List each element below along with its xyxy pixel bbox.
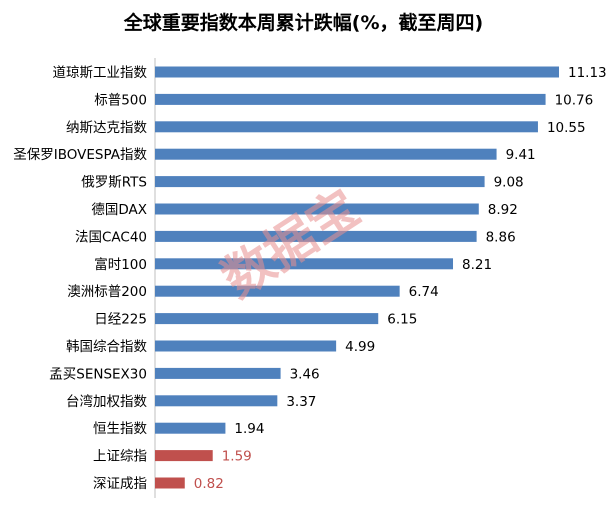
bar	[155, 450, 213, 462]
category-label: 纳斯达克指数	[66, 120, 147, 136]
category-label: 上证综指	[93, 449, 147, 465]
bar	[155, 230, 477, 242]
value-label: 6.15	[387, 312, 417, 328]
bar	[155, 367, 281, 379]
value-label: 0.82	[194, 476, 224, 492]
bar	[155, 477, 185, 489]
value-label: 9.08	[494, 175, 524, 191]
category-label: 韩国综合指数	[66, 339, 147, 355]
category-label: 富时100	[94, 256, 147, 273]
category-label: 台湾加权指数	[66, 393, 147, 410]
category-label: 深证成指	[93, 476, 147, 492]
category-label: 法国CAC40	[75, 229, 147, 245]
bar	[155, 66, 559, 78]
bars-layer: 道琼斯工业指数 11.13 标普500 10.76 纳斯达克指数 10.55 圣保罗IBOV…	[13, 65, 606, 492]
value-label: 1.94	[234, 421, 264, 437]
bar	[155, 395, 278, 407]
value-label: 4.99	[345, 339, 375, 355]
category-label: 道琼斯工业指数	[53, 65, 148, 81]
category-label: 孟买SENSEX30	[49, 366, 147, 382]
category-label: 俄罗斯RTS	[81, 175, 147, 191]
category-label: 圣保罗IBOVESPA指数	[13, 147, 147, 163]
value-label: 3.37	[286, 394, 316, 410]
value-label: 6.74	[409, 284, 439, 300]
value-label: 1.59	[222, 449, 252, 465]
value-label: 10.55	[547, 120, 586, 136]
category-label: 德国DAX	[91, 202, 147, 218]
value-label: 3.46	[290, 366, 320, 382]
category-label: 澳洲标普200	[67, 284, 147, 300]
bar	[155, 422, 226, 434]
bar	[155, 203, 479, 215]
bar	[155, 313, 379, 325]
bar	[155, 176, 485, 188]
bar	[155, 258, 454, 270]
value-label: 9.41	[506, 147, 536, 163]
value-label: 8.86	[486, 229, 516, 245]
value-label: 11.13	[568, 65, 607, 81]
bar	[155, 121, 538, 133]
value-label: 8.21	[462, 257, 492, 273]
bar	[155, 285, 400, 297]
bar	[155, 148, 497, 160]
bar	[155, 340, 337, 352]
chart-title: 全球重要指数本周累计跌幅(%，截至周四)	[123, 12, 484, 34]
value-label: 10.76	[555, 92, 594, 108]
category-label: 恒生指数	[93, 421, 147, 437]
bar	[155, 93, 546, 105]
value-label: 8.92	[488, 202, 518, 218]
category-label: 日经225	[94, 312, 147, 328]
category-label: 标普500	[94, 92, 147, 108]
